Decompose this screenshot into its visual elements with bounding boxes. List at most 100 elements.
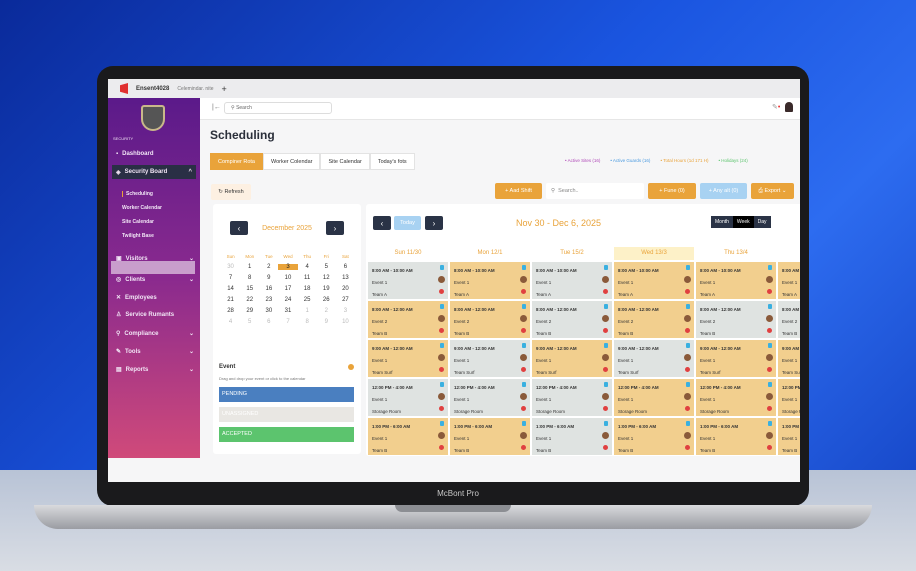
view-week[interactable]: Week (732, 216, 754, 228)
shift-card[interactable]: 1:00 PM - 6:00 AM Event 1 Team B (532, 418, 612, 455)
shift-card[interactable]: 9:00 AM - 12:00 AM Event 1 Team Surf (696, 340, 776, 377)
calendar-day[interactable]: 6 (343, 264, 348, 270)
info-icon[interactable] (686, 304, 690, 309)
shift-card[interactable]: 8:00 AM - 12:00 AM Event 2 Team B (778, 301, 800, 338)
export-button[interactable]: ⎙ Export ⌄ (751, 183, 794, 199)
calendar-day[interactable]: 13 (342, 275, 349, 281)
shift-card[interactable]: 8:00 AM - 10:00 AM Event 1 Team A (532, 262, 612, 299)
info-icon[interactable] (604, 265, 608, 270)
calendar-day[interactable]: 23 (265, 297, 273, 303)
shift-card[interactable]: 8:00 AM - 12:00 AM Event 2 Team B (368, 301, 448, 338)
sidebar-item-clients[interactable]: ◎ Clients ⌄ (116, 276, 194, 284)
shift-card[interactable]: 12:00 PM - 4:00 AM Event 1 Storage Room (368, 379, 448, 416)
info-icon[interactable] (686, 421, 690, 426)
shift-card[interactable]: 12:00 PM - 4:00 AM Event 1 Storage Room (450, 379, 530, 416)
info-icon[interactable] (768, 265, 772, 270)
info-icon[interactable] (604, 382, 608, 387)
sidebar-item-dashboard[interactable]: ▪ Dashboard (116, 151, 194, 157)
info-icon[interactable] (440, 343, 444, 348)
calendar-day[interactable]: 30 (227, 264, 234, 270)
info-icon[interactable] (522, 304, 526, 309)
calendar-day[interactable]: 6 (267, 319, 271, 325)
shift-card[interactable]: 8:00 AM - 12:00 AM Event 2 Team B (614, 301, 694, 338)
calendar-day[interactable]: 3 (278, 264, 298, 270)
info-icon[interactable] (686, 382, 690, 387)
calendar-day[interactable]: 19 (322, 286, 330, 292)
calendar-day[interactable]: 2 (267, 264, 271, 270)
shift-card[interactable]: 12:00 PM - 4:00 AM Event 1 Storage Room (532, 379, 612, 416)
subitem-site-calendar[interactable]: Site Calendar (122, 219, 154, 225)
shift-card[interactable]: 1:00 PM - 6:00 AM Event 1 Team B (450, 418, 530, 455)
calendar-day[interactable]: 9 (324, 319, 328, 325)
subitem-worker-calendar[interactable]: Worker Calendar (122, 205, 162, 211)
sidebar-item-visitors[interactable]: ▣ Visitors ⌄ (116, 255, 194, 263)
today-button[interactable]: Today (394, 216, 421, 230)
calendar-day[interactable]: 22 (246, 297, 254, 303)
tab-site-calendar[interactable]: Site Calendar (320, 153, 370, 170)
calendar-day[interactable]: 11 (304, 275, 311, 281)
browser-tab[interactable]: Ensent4028 (136, 85, 170, 92)
calendar-day[interactable]: 26 (322, 297, 330, 303)
shift-card[interactable]: 1:00 PM - 6:00 AM Event 1 Team B (368, 418, 448, 455)
calendar-day[interactable]: 30 (265, 308, 273, 314)
calendar-day[interactable]: 31 (284, 308, 292, 314)
tab-worker-calendar[interactable]: Worker Colendar (263, 153, 321, 170)
shift-card[interactable]: 8:00 AM - 12:00 AM Event 2 Team B (532, 301, 612, 338)
shift-card[interactable]: 12:00 PM - 4:00 AM Event 1 Storage Room (614, 379, 694, 416)
view-day[interactable]: Day (753, 216, 771, 228)
info-icon[interactable] (522, 421, 526, 426)
calendar-day[interactable]: 4 (305, 264, 309, 270)
calendar-day[interactable]: 3 (343, 308, 348, 314)
info-icon[interactable] (440, 304, 444, 309)
calendar-day[interactable]: 28 (227, 308, 234, 314)
shift-card[interactable]: 8:00 AM - 10:00 AM Event 1 Team A (614, 262, 694, 299)
add-shift-button[interactable]: + Aad Shift (495, 183, 542, 199)
calendar-day[interactable]: 21 (227, 297, 234, 303)
shift-card[interactable]: 8:00 AM - 10:00 AM Event 1 Team A (368, 262, 448, 299)
event-pending[interactable]: PENDING (219, 387, 354, 402)
calendar-day[interactable]: 25 (303, 297, 311, 303)
shift-card[interactable]: 8:00 AM - 12:00 AM Event 2 Team B (450, 301, 530, 338)
calendar-day[interactable]: 8 (248, 275, 252, 281)
shift-card[interactable]: 9:00 AM - 12:00 AM Event 1 Team Surf (532, 340, 612, 377)
calendar-day[interactable]: 10 (342, 319, 349, 325)
calendar-day[interactable]: 4 (228, 319, 233, 325)
shift-card[interactable]: 8:00 AM - 10:00 AM Event 1 Team A (450, 262, 530, 299)
calendar-day[interactable]: 27 (342, 297, 349, 303)
shift-card[interactable]: 9:00 AM - 12:00 AM Event 1 Team Surf (368, 340, 448, 377)
prev-week-button[interactable]: ‹ (373, 216, 391, 230)
subitem-scheduling[interactable]: Scheduling (122, 191, 153, 197)
sidebar-item-tools[interactable]: ✎ Tools ⌄ (116, 348, 194, 356)
info-icon[interactable] (604, 343, 608, 348)
shift-card[interactable]: 1:00 PM - 6:00 AM Event 1 Team B (614, 418, 694, 455)
calendar-day[interactable]: 10 (284, 275, 292, 281)
sidebar-item-compliance[interactable]: ⚲ Compliance ⌄ (116, 330, 194, 338)
calendar-day[interactable]: 5 (324, 264, 328, 270)
shift-card[interactable]: 1:00 PM - 6:00 AM Event 1 Team B (778, 418, 800, 455)
calendar-day[interactable]: 20 (342, 286, 349, 292)
info-icon[interactable] (768, 304, 772, 309)
shift-card[interactable]: 8:00 AM - 10:00 AM Event 1 Team A (778, 262, 800, 299)
shift-card[interactable]: 8:00 AM - 12:00 AM Event 2 Team B (696, 301, 776, 338)
sidebar-item-reports[interactable]: ▤ Reports ⌄ (116, 366, 194, 374)
refresh-button[interactable]: ↻ Refresh (211, 184, 251, 200)
info-icon[interactable] (522, 343, 526, 348)
notification-icon[interactable]: ✎• (772, 104, 781, 111)
calendar-day[interactable]: 16 (265, 286, 273, 292)
shift-card[interactable]: 9:00 AM - 12:00 AM Event 1 Team Surf (450, 340, 530, 377)
calendar-day[interactable]: 7 (228, 275, 233, 281)
shift-card[interactable]: 9:00 AM - 12:00 AM Event 1 Team Surf (614, 340, 694, 377)
calendar-day[interactable]: 5 (248, 319, 252, 325)
info-icon[interactable] (604, 421, 608, 426)
shift-card[interactable]: 12:00 PM - 4:00 AM Event 1 Storage Room (778, 379, 800, 416)
sidebar-item-security-board[interactable]: ◈ Security Board ^ (112, 165, 196, 179)
calendar-day[interactable]: 8 (305, 319, 309, 325)
calendar-day[interactable]: 1 (248, 264, 252, 270)
calendar-day[interactable]: 14 (227, 286, 234, 292)
info-icon[interactable] (768, 421, 772, 426)
shift-card[interactable]: 8:00 AM - 10:00 AM Event 1 Team A (696, 262, 776, 299)
info-icon[interactable] (768, 382, 772, 387)
info-icon[interactable] (768, 343, 772, 348)
calendar-day[interactable]: 18 (303, 286, 311, 292)
info-icon[interactable] (522, 265, 526, 270)
